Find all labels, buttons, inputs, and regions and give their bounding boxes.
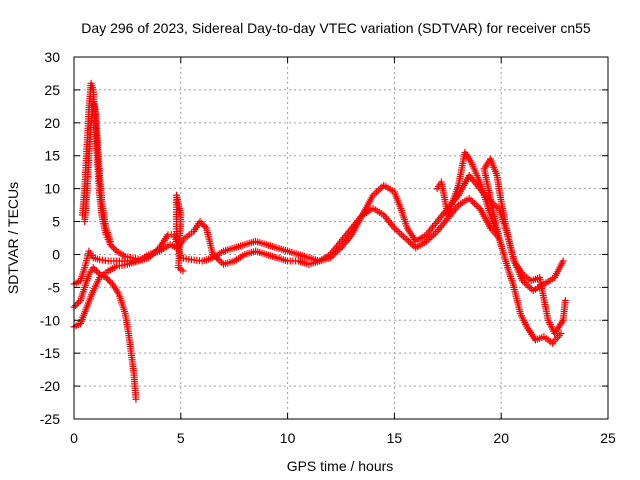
y-axis-label: SDTVAR / TECUs xyxy=(5,182,21,294)
data-point xyxy=(179,267,187,275)
x-tick-label: 25 xyxy=(600,430,616,446)
series-track-5 xyxy=(81,99,114,245)
x-tick-label: 20 xyxy=(493,430,509,446)
data-point xyxy=(92,267,100,275)
y-tick-label: 5 xyxy=(52,214,60,230)
data-point xyxy=(105,277,113,285)
x-tick-label: 5 xyxy=(177,430,185,446)
y-tick-label: -15 xyxy=(40,345,60,361)
x-axis-label: GPS time / hours xyxy=(287,458,394,474)
y-tick-label: 20 xyxy=(44,115,60,131)
data-point xyxy=(199,221,207,229)
data-point xyxy=(111,246,119,254)
y-tick-label: 15 xyxy=(44,148,60,164)
data-point xyxy=(73,300,81,308)
y-tick-label: -5 xyxy=(48,279,61,295)
data-point xyxy=(110,244,118,252)
y-tick-label: 25 xyxy=(44,82,60,98)
grid-lines xyxy=(74,57,608,419)
data-point xyxy=(91,265,99,273)
series-track-6 xyxy=(173,191,187,275)
data-point xyxy=(559,257,567,265)
y-tick-label: 10 xyxy=(44,181,60,197)
data-point xyxy=(108,242,116,250)
y-tick-label: -10 xyxy=(40,312,60,328)
data-point xyxy=(561,297,569,305)
series-track-3 xyxy=(70,195,565,347)
y-tick-label: 0 xyxy=(52,246,60,262)
data-point xyxy=(107,278,115,286)
data-point xyxy=(104,275,112,283)
x-tick-label: 15 xyxy=(387,430,403,446)
axis-ticks: 0 5 10 15 20 25 -25 -20 -15 -10 -5 0 5 10 15 20 25 30 xyxy=(40,49,616,446)
x-tick-label: 10 xyxy=(280,430,296,446)
x-tick-label: 0 xyxy=(70,430,78,446)
chart-title: Day 296 of 2023, Sidereal Day-to-day VTE… xyxy=(81,20,591,36)
data-point xyxy=(94,269,102,277)
data-point xyxy=(134,255,142,263)
data-point xyxy=(201,222,209,230)
data-point xyxy=(198,219,206,227)
plot-frame xyxy=(73,56,609,420)
data-point xyxy=(132,395,140,403)
data-point xyxy=(75,298,83,306)
y-tick-label: -20 xyxy=(40,378,60,394)
series-track-2 xyxy=(70,264,140,403)
data-point xyxy=(72,301,80,309)
series-track-7 xyxy=(433,148,569,337)
y-tick-label: -25 xyxy=(40,411,60,427)
data-point xyxy=(89,264,97,272)
y-tick-label: 30 xyxy=(44,49,60,65)
data-point xyxy=(106,237,114,245)
data-points xyxy=(70,79,569,403)
data-point xyxy=(196,218,204,226)
data-point xyxy=(557,329,565,337)
